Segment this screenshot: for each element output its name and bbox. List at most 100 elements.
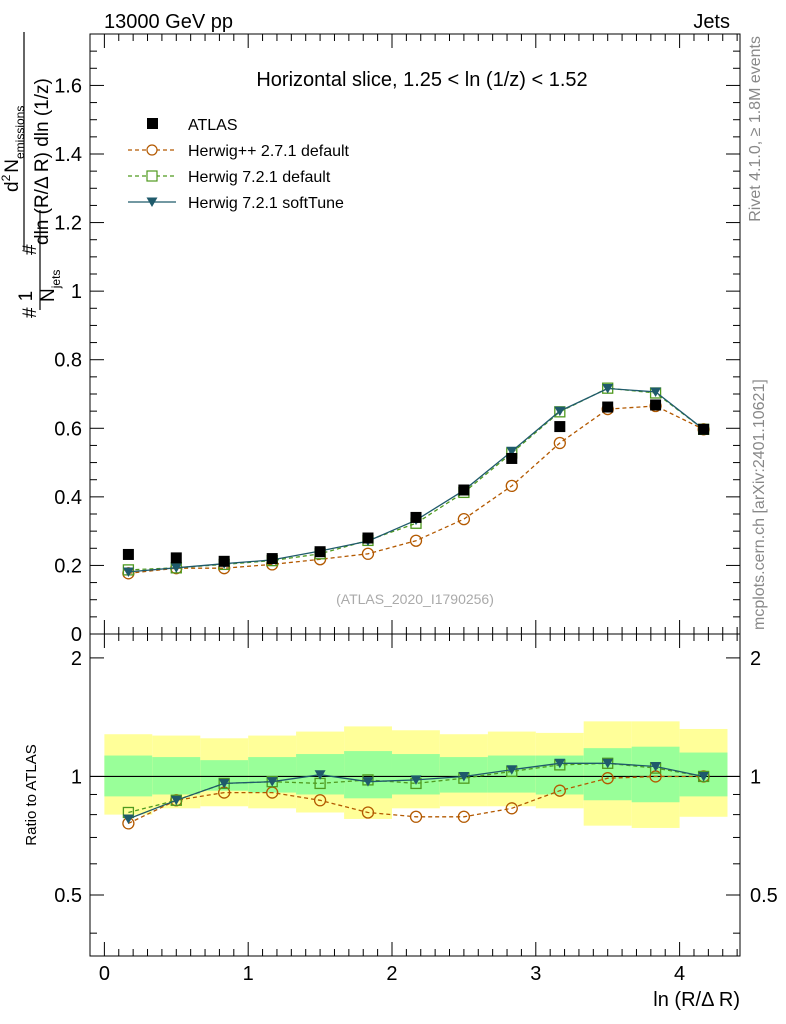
main-panel: 0 0.2 0.4 0.6 0.8 1 1.2 1.4 1.6 Horizontal slice… [0,32,741,646]
y-tick-label: 0.2 [54,555,82,577]
x-tick-label: 1 [243,963,254,985]
ratio-y-tick-label: 1 [71,766,82,788]
band-inner-bin [152,757,201,795]
point-herwig-2-7-1-default [553,436,566,450]
mcplots-label: mcplots.cern.ch [arXiv:2401.10621] [751,379,768,630]
ylabel-njets: N [38,288,59,302]
x-tick-label: 2 [386,963,397,985]
ylabel-denominator: dln (R/Δ R) dln (1/z) [32,78,53,245]
x-tick-label: 3 [530,963,541,985]
band-inner-bin [631,746,680,803]
point-herwig-7-2-1-softtune [602,384,614,394]
ratio-frame [89,633,741,957]
ratio-point-herwig-2-7-1-default [409,810,423,823]
ylabel-nem: N [2,159,23,173]
svg-text:#: # [20,244,41,255]
ratio-point-herwig-7-2-1-softtune [362,777,374,787]
point-herwig-2-7-1-default [361,547,375,560]
main-y-axis-label: #1 Njets # d2Nemissions dln (R/Δ R) dln … [0,32,63,318]
ratio-y-tick-label-right: 2 [750,648,761,670]
chart-title: Horizontal slice, 1.25 < ln (1/z) < 1.52 [256,69,587,91]
ratio-point-herwig-7-2-1-softtune [698,771,710,782]
band-inner-bin [391,754,440,795]
y-tick-label: 1.4 [54,144,82,166]
ratio-point-herwig-2-7-1-default [601,772,614,785]
point-herwig-2-7-1-default [409,534,423,547]
ratio-point-herwig-2-7-1-default [457,810,471,823]
ratio-point-herwig-2-7-1-default [553,784,566,797]
legend-herwig721: Herwig 7.2.1 default [128,169,331,186]
series-atlas [122,399,710,567]
point-atlas [362,532,374,544]
point-herwig-7-2-1-softtune [506,446,518,457]
ylabel-njets-sub: jets [49,270,63,290]
analysis-watermark: (ATLAS_2020_I1790256) [336,591,494,607]
point-herwig-7-2-1-softtune [650,387,662,397]
point-atlas [218,555,230,567]
legend-softtune-label: Herwig 7.2.1 softTune [188,195,344,212]
point-herwig-7-2-1-softtune [554,406,566,417]
point-atlas [458,484,470,496]
x-tick-label: 0 [99,963,110,985]
ratio-y-tick-label-right: 0.5 [750,885,778,907]
ratio-x-axis: 0 1 2 3 4 [99,634,738,985]
ylabel-d-sup: 2 [0,174,13,181]
legend-softtune-marker [146,197,158,207]
ratio-y-axis: 0.5 0.5 1 1 2 2 [54,648,778,934]
ratio-point-herwig-7-2-1-softtune [650,761,662,772]
ratio-point-herwig-2-7-1-default [266,786,279,799]
legend-herwig721-marker [146,170,158,182]
ratio-point-herwig-7-2-1-softtune [602,758,614,769]
legend-softtune: Herwig 7.2.1 softTune [128,195,344,212]
x-axis-label: ln (R/Δ R) [653,989,740,1011]
series-herwig-2-7-1-default [122,399,710,580]
ratio-point-herwig-7-2-1-softtune [506,765,518,775]
series-herwig-7-2-1-softtune [122,384,710,577]
point-herwig-7-2-1-softtune [122,567,134,577]
y-tick-label: 1.6 [54,75,82,97]
point-atlas [314,546,326,558]
point-atlas [170,552,182,564]
ratio-series-herwig-2-7-1-default [122,770,710,830]
ratio-y-tick-label: 2 [71,648,82,670]
ratio-point-herwig-7-2-1-softtune [122,814,134,824]
ylabel-nem-sub: emissions [13,106,27,159]
point-atlas [122,548,134,560]
legend-herwigpp-marker [146,144,158,156]
point-herwig-2-7-1-default [457,512,471,526]
x-tick-label: 4 [674,963,685,985]
point-herwig-2-7-1-default [505,479,518,493]
rivet-version-label: Rivet 4.1.0, ≥ 1.8M events [747,36,764,222]
ratio-point-herwig-2-7-1-default [505,802,518,815]
y-tick-label: 0.8 [54,350,82,372]
legend-herwigpp: Herwig++ 2.7.1 default [128,143,350,160]
ratio-panel: 0.5 0.5 1 1 2 2 0 1 2 3 4 Ratio to ATLAS ln (R/Δ … [23,633,778,1011]
ratio-point-herwig-7-2-1-softtune [410,775,422,785]
point-atlas [266,553,278,565]
ratio-y-axis-label: Ratio to ATLAS [23,744,40,845]
legend-herwig721-label: Herwig 7.2.1 default [188,169,331,186]
main-x-axis [103,34,738,634]
ratio-point-herwig-7-2-1-softtune [458,771,470,782]
point-atlas [698,423,710,435]
ratio-point-herwig-7-2-1-softtune [554,758,566,769]
ylabel-d: d [2,181,23,192]
ylabel-one: 1 [16,291,37,302]
legend-atlas-label: ATLAS [188,117,238,134]
ratio-line-herwig-2-7-1-default [128,775,704,824]
ratio-point-herwig-7-2-1-softtune [218,778,230,789]
ylabel-hash2: # [20,244,41,255]
y-tick-label: 1 [71,281,82,303]
point-atlas [506,452,518,464]
legend-atlas: ATLAS [147,117,238,134]
y-tick-label: 0.4 [54,487,82,509]
point-herwig-7-2-1-softtune [170,563,182,573]
svg-text:Njets: Njets [38,270,63,302]
ratio-point-herwig-7-2-1-softtune [266,777,278,787]
point-atlas [602,401,614,413]
beam-label: 13000 GeV pp [104,11,233,33]
category-label: Jets [693,11,730,33]
legend: ATLAS Herwig++ 2.7.1 default Herwig 7.2.… [128,117,350,212]
y-tick-label: 1.2 [54,213,82,235]
